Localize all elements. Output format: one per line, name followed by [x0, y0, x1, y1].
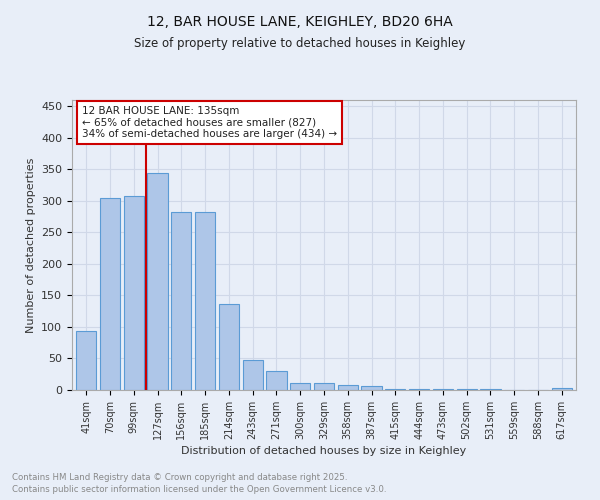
Text: Size of property relative to detached houses in Keighley: Size of property relative to detached ho… [134, 38, 466, 51]
Bar [385, 388, 406, 390]
Bar [100, 198, 120, 390]
Bar [242, 360, 263, 390]
Text: Contains public sector information licensed under the Open Government Licence v3: Contains public sector information licen… [12, 485, 386, 494]
Bar [195, 212, 215, 390]
Bar [219, 304, 239, 390]
Bar [314, 383, 334, 390]
X-axis label: Distribution of detached houses by size in Keighley: Distribution of detached houses by size … [181, 446, 467, 456]
Bar [361, 386, 382, 390]
Bar [171, 212, 191, 390]
Bar [409, 388, 429, 390]
Text: 12, BAR HOUSE LANE, KEIGHLEY, BD20 6HA: 12, BAR HOUSE LANE, KEIGHLEY, BD20 6HA [147, 15, 453, 29]
Bar [148, 172, 167, 390]
Bar [290, 383, 310, 390]
Bar [551, 388, 572, 390]
Bar [266, 371, 287, 390]
Y-axis label: Number of detached properties: Number of detached properties [26, 158, 35, 332]
Bar [124, 196, 144, 390]
Text: Contains HM Land Registry data © Crown copyright and database right 2025.: Contains HM Land Registry data © Crown c… [12, 472, 347, 482]
Text: 12 BAR HOUSE LANE: 135sqm
← 65% of detached houses are smaller (827)
34% of semi: 12 BAR HOUSE LANE: 135sqm ← 65% of detac… [82, 106, 337, 139]
Bar [76, 332, 97, 390]
Bar [338, 385, 358, 390]
